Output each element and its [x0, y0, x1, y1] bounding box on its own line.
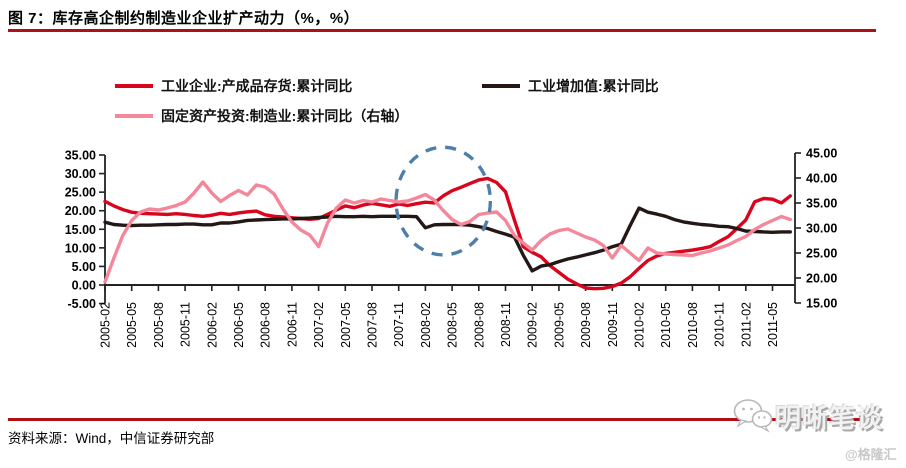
svg-text:2007-05: 2007-05 [339, 302, 353, 348]
legend-line-pink [115, 114, 153, 118]
svg-text:2009-05: 2009-05 [552, 302, 566, 348]
svg-text:35.00: 35.00 [806, 197, 837, 211]
svg-text:2005-02: 2005-02 [99, 302, 113, 348]
svg-text:10.00: 10.00 [65, 241, 96, 255]
svg-text:2010-11: 2010-11 [713, 302, 727, 347]
svg-text:2006-05: 2006-05 [232, 302, 246, 348]
svg-text:2007-11: 2007-11 [392, 302, 406, 347]
svg-text:2010-08: 2010-08 [686, 302, 700, 348]
series-line-1 [103, 206, 792, 273]
svg-text:2011-05: 2011-05 [766, 302, 780, 347]
watermark-name: 明晰笔谈 [775, 402, 884, 433]
svg-text:2010-05: 2010-05 [659, 302, 673, 348]
svg-text:2008-11: 2008-11 [499, 302, 513, 347]
svg-text:2011-02: 2011-02 [739, 302, 753, 347]
legend-item-fai: 固定资产投资:制造业:累计同比（右轴） [115, 106, 408, 126]
source-text: 资料来源：Wind，中信证券研究部 [8, 431, 215, 446]
svg-text:2006-11: 2006-11 [285, 302, 299, 347]
legend-item-inventory: 工业企业:产成品存货:累计同比 [115, 76, 352, 96]
svg-text:20.00: 20.00 [65, 204, 96, 218]
svg-text:2007-02: 2007-02 [312, 302, 326, 348]
series-line-2 [103, 180, 792, 284]
footer-rule [8, 418, 876, 421]
svg-text:15.00: 15.00 [806, 297, 837, 311]
svg-text:2005-08: 2005-08 [152, 302, 166, 348]
annotation-circle [394, 145, 493, 257]
svg-text:2009-11: 2009-11 [606, 302, 620, 347]
svg-text:2005-11: 2005-11 [179, 302, 193, 347]
svg-text:30.00: 30.00 [65, 167, 96, 181]
svg-text:0.00: 0.00 [72, 279, 96, 293]
right-axis: 45.00 40.00 35.00 30.00 25.00 20.00 15.00 [795, 147, 837, 311]
series-line-0 [103, 176, 792, 291]
svg-text:30.00: 30.00 [806, 222, 837, 236]
wechat-bubbles-icon [733, 399, 773, 433]
watermark: 明晰笔谈 [731, 397, 883, 435]
svg-text:15.00: 15.00 [65, 223, 96, 237]
legend-item-industrial-va: 工业增加值:累计同比 [482, 76, 659, 96]
svg-text:45.00: 45.00 [806, 147, 837, 161]
chart-title: 图 7：库存高企制约制造业企业扩产动力（%，%） [8, 10, 360, 27]
left-axis: 35.00 30.00 25.00 20.00 15.00 10.00 5.00 0.00 -5… [65, 149, 105, 311]
axes [104, 153, 796, 304]
svg-text:25.00: 25.00 [65, 186, 96, 200]
watermark-handle: @格隆汇 [845, 447, 897, 462]
svg-text:35.00: 35.00 [65, 149, 96, 163]
svg-text:2006-08: 2006-08 [259, 302, 273, 348]
svg-text:-5.00: -5.00 [68, 297, 97, 311]
legend-line-black [482, 84, 520, 88]
svg-text:2009-08: 2009-08 [579, 302, 593, 348]
svg-text:2006-02: 2006-02 [205, 302, 219, 348]
svg-text:20.00: 20.00 [806, 272, 837, 286]
svg-text:2008-08: 2008-08 [472, 302, 486, 348]
svg-text:40.00: 40.00 [806, 172, 837, 186]
x-axis: 2005-02 2005-05 2005-08 2005-11 2006-02 2006-… [99, 285, 780, 348]
legend-label-fai: 固定资产投资:制造业:累计同比（右轴） [161, 108, 409, 124]
svg-text:2008-05: 2008-05 [446, 302, 460, 348]
legend-label-industrial-va: 工业增加值:累计同比 [528, 78, 659, 94]
title-underline [8, 29, 876, 32]
svg-text:2008-02: 2008-02 [419, 302, 433, 348]
svg-text:2010-02: 2010-02 [633, 302, 647, 348]
svg-text:2009-02: 2009-02 [526, 302, 540, 348]
svg-text:2007-08: 2007-08 [366, 302, 380, 348]
legend-label-inventory: 工业企业:产成品存货:累计同比 [161, 78, 353, 94]
svg-text:5.00: 5.00 [72, 260, 96, 274]
legend-line-red [115, 84, 153, 88]
svg-text:25.00: 25.00 [806, 247, 837, 261]
svg-text:2005-05: 2005-05 [125, 302, 139, 348]
